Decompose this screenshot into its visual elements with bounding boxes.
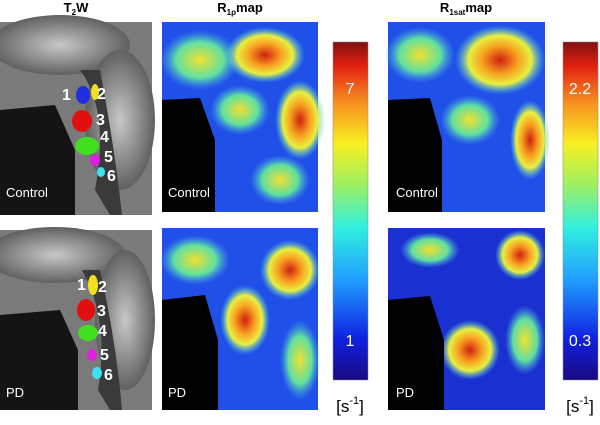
roi-group: 1 2 3 4 5 6 bbox=[77, 275, 113, 384]
column-title: R1ρmap bbox=[217, 0, 263, 17]
r1rho-map bbox=[160, 228, 320, 410]
r1sat-map bbox=[388, 228, 545, 410]
roi-label: 4 bbox=[100, 129, 109, 146]
roi-label: 5 bbox=[104, 149, 113, 166]
roi-label: 6 bbox=[107, 168, 116, 185]
row-label: Control bbox=[396, 185, 438, 200]
colorbar: 7 1 [s-1] bbox=[332, 41, 369, 416]
roi-label: 3 bbox=[96, 112, 105, 129]
colorbar-min: 1 bbox=[346, 333, 355, 350]
colorbar-unit: [s-1] bbox=[566, 395, 594, 416]
row-label: PD bbox=[168, 385, 186, 400]
r1rho-map bbox=[160, 22, 325, 212]
colorbar-min: 0.3 bbox=[569, 333, 591, 350]
row-label: PD bbox=[396, 385, 414, 400]
t2w-image bbox=[0, 15, 155, 215]
colorbar-unit: [s-1] bbox=[336, 395, 364, 416]
t2w-image bbox=[0, 227, 155, 410]
roi-label: 2 bbox=[98, 279, 107, 296]
colorbar-max: 7 bbox=[346, 81, 355, 98]
column-title: T2W bbox=[64, 0, 89, 17]
roi-group: 1 2 3 4 5 6 bbox=[62, 84, 116, 185]
r1sat-map bbox=[385, 22, 550, 212]
colorbar-max: 2.2 bbox=[569, 81, 591, 98]
roi-label: 5 bbox=[100, 347, 109, 364]
roi-label: 3 bbox=[97, 303, 106, 320]
roi-label: 1 bbox=[77, 277, 86, 294]
colorbar: 2.2 0.3 [s-1] bbox=[562, 41, 599, 416]
row-label: PD bbox=[6, 385, 24, 400]
row-label: Control bbox=[168, 185, 210, 200]
roi-label: 2 bbox=[97, 86, 106, 103]
roi-label: 4 bbox=[98, 323, 107, 340]
roi-label: 1 bbox=[62, 87, 71, 104]
row-label: Control bbox=[6, 185, 48, 200]
roi-label: 6 bbox=[104, 367, 113, 384]
column-title: R1satmap bbox=[440, 0, 492, 17]
